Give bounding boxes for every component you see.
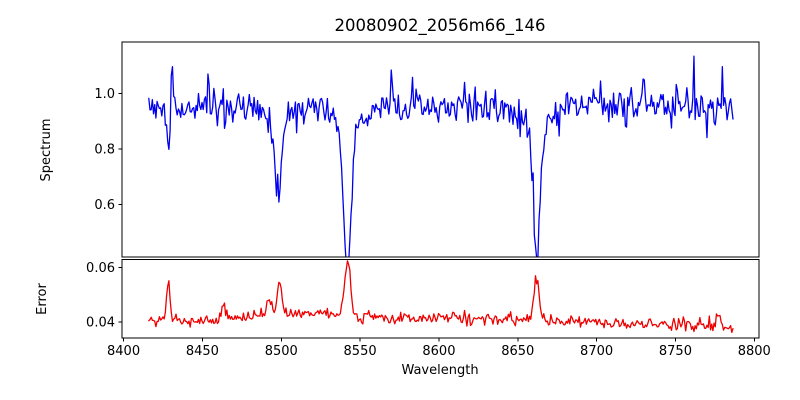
y-axis-label-error: Error xyxy=(35,283,50,315)
x-tick-label: 8750 xyxy=(659,344,692,359)
x-tick-label: 8400 xyxy=(107,344,140,359)
y-tick-label: 0.04 xyxy=(86,315,115,330)
spectrum-line xyxy=(148,55,734,257)
y-axis-label-spectrum: Spectrum xyxy=(39,119,54,182)
y-tick-label: 0.6 xyxy=(94,198,115,213)
axes-frame-error xyxy=(121,259,760,339)
x-axis-label: Wavelength xyxy=(401,363,478,378)
x-tick-label: 8800 xyxy=(738,344,771,359)
x-tick-label: 8700 xyxy=(580,344,613,359)
x-tick-label: 8550 xyxy=(344,344,377,359)
x-tick-label: 8650 xyxy=(501,344,534,359)
error-line xyxy=(148,260,734,334)
y-tick-label: 1.0 xyxy=(94,87,115,102)
x-tick-label: 8450 xyxy=(186,344,219,359)
y-tick-label: 0.8 xyxy=(94,142,115,157)
y-tick-label: 0.06 xyxy=(86,261,115,276)
x-tick-label: 8600 xyxy=(422,344,455,359)
chart-title: 20080902_2056m66_146 xyxy=(334,16,545,36)
axes-frame-spectrum xyxy=(121,41,760,258)
x-tick-label: 8500 xyxy=(265,344,298,359)
